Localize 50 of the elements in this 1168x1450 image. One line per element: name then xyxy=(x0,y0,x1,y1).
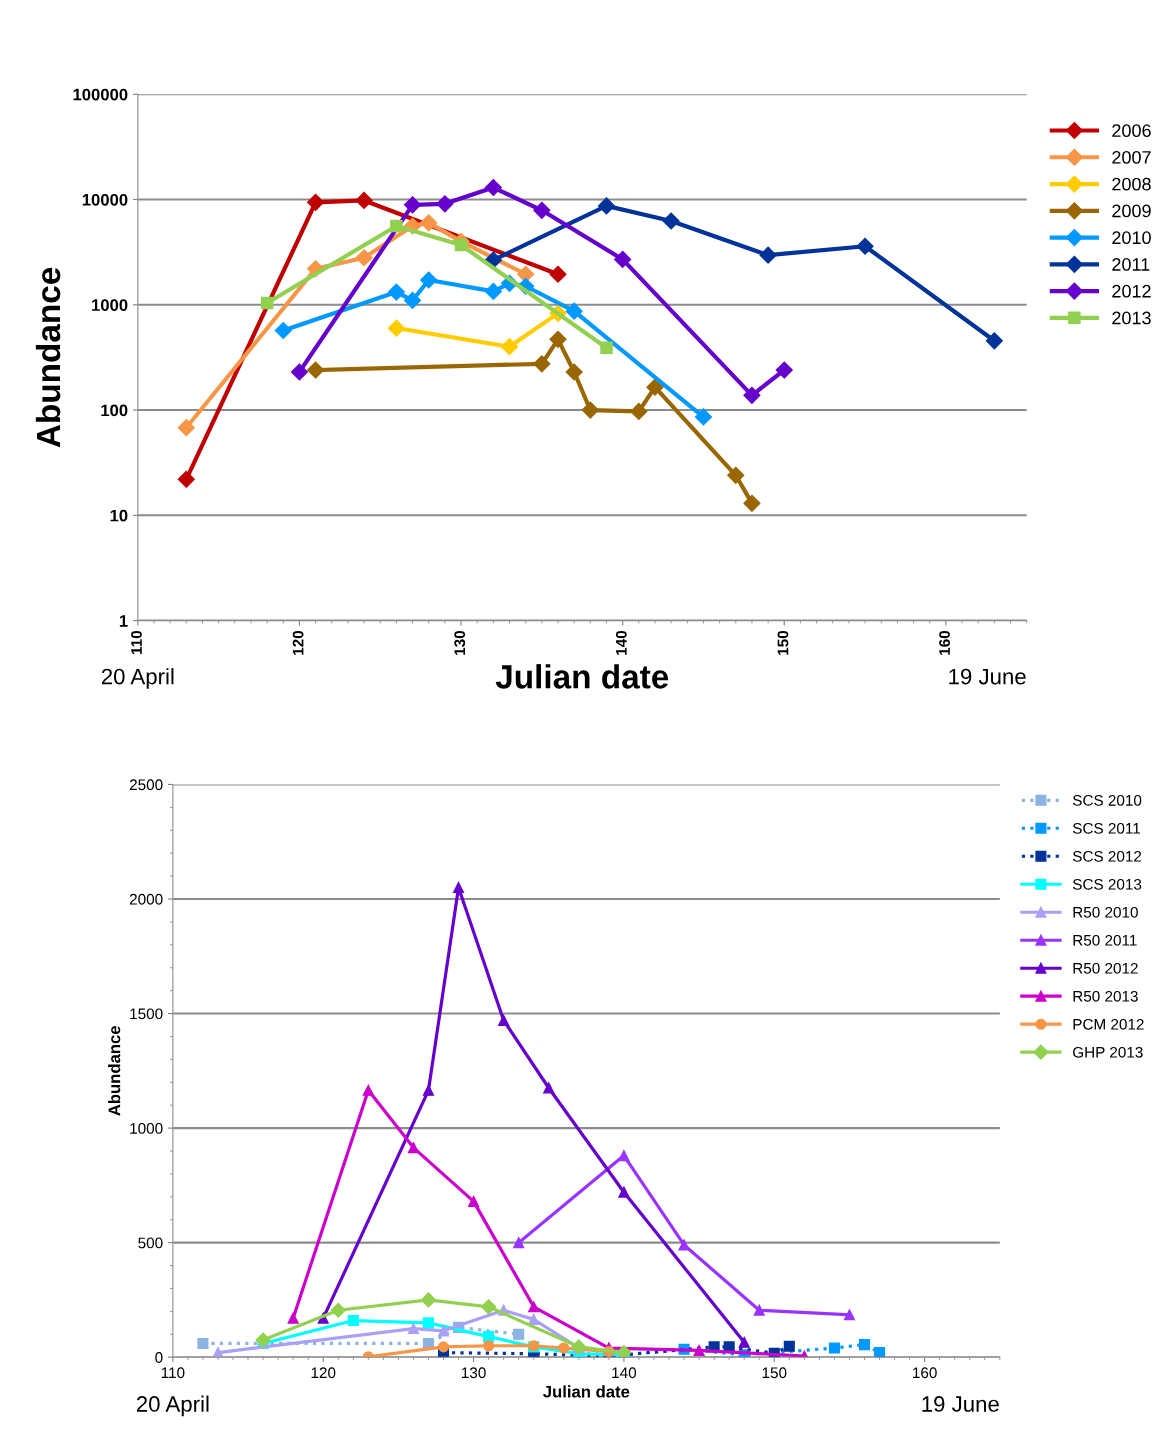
y-axis-title: Abundance xyxy=(108,1026,121,1116)
x-tick-label: 130 xyxy=(461,1367,486,1379)
y-tick-label: 2500 xyxy=(129,779,163,791)
legend-label: SCS 2011 xyxy=(1072,822,1141,834)
y-tick-label: 10 xyxy=(110,509,128,522)
legend-label: 2007 xyxy=(1112,150,1151,164)
legend-label: 2008 xyxy=(1112,177,1151,191)
legend-label: 2010 xyxy=(1112,231,1151,245)
legend-label: R50 2011 xyxy=(1073,934,1137,946)
x-tick-label: 160 xyxy=(913,1367,937,1379)
x-tick-label: 110 xyxy=(131,630,142,655)
text: 20 April xyxy=(136,1395,209,1417)
legend-label: 2011 xyxy=(1112,258,1150,271)
y-tick-label: 1000 xyxy=(92,299,128,311)
y-tick-label: 500 xyxy=(138,1237,163,1249)
y-tick-label: 0 xyxy=(155,1352,163,1363)
legend-label: GHP 2013 xyxy=(1073,1046,1143,1058)
x-tick-label: 120 xyxy=(311,1367,336,1379)
y-axis-title: Abundance xyxy=(35,267,61,448)
text: 19 June xyxy=(949,668,1026,685)
y-tick-label: 100 xyxy=(101,404,128,417)
y-tick-label: 2000 xyxy=(129,893,163,905)
legend-label: 2013 xyxy=(1112,311,1151,325)
x-axis-title: Julian date xyxy=(495,664,669,689)
x-tick-label: 130 xyxy=(454,630,466,655)
legend-label: 2006 xyxy=(1112,124,1151,138)
x-tick-label: 150 xyxy=(762,1367,787,1379)
y-tick-label: 1 xyxy=(119,615,128,627)
text: 19 June xyxy=(922,1396,999,1412)
legend-label: R50 2013 xyxy=(1073,990,1138,1002)
x-tick-label: 140 xyxy=(615,630,627,655)
x-tick-label: 110 xyxy=(161,1367,185,1379)
legend-label: 2012 xyxy=(1112,284,1151,298)
x-tick-label: 120 xyxy=(292,630,304,655)
legend-label: SCS 2013 xyxy=(1072,878,1142,890)
x-axis-title: Julian date xyxy=(543,1385,630,1398)
legend-label: R50 2010 xyxy=(1073,906,1138,918)
y-tick-label: 100000 xyxy=(73,88,128,101)
y-tick-label: 1000 xyxy=(130,1122,163,1134)
y-tick-label: 1500 xyxy=(130,1008,163,1020)
text: 20 April xyxy=(101,668,174,689)
x-tick-label: 140 xyxy=(612,1367,637,1379)
legend-label: PCM 2012 xyxy=(1073,1018,1144,1030)
legend-label: SCS 2010 xyxy=(1072,794,1142,806)
legend-label: R50 2012 xyxy=(1073,962,1138,974)
legend-label: SCS 2012 xyxy=(1072,850,1142,862)
legend-label: 2009 xyxy=(1112,204,1151,218)
y-tick-label: 10000 xyxy=(82,193,128,206)
x-tick-label: 160 xyxy=(939,630,950,655)
x-tick-label: 150 xyxy=(777,630,789,655)
